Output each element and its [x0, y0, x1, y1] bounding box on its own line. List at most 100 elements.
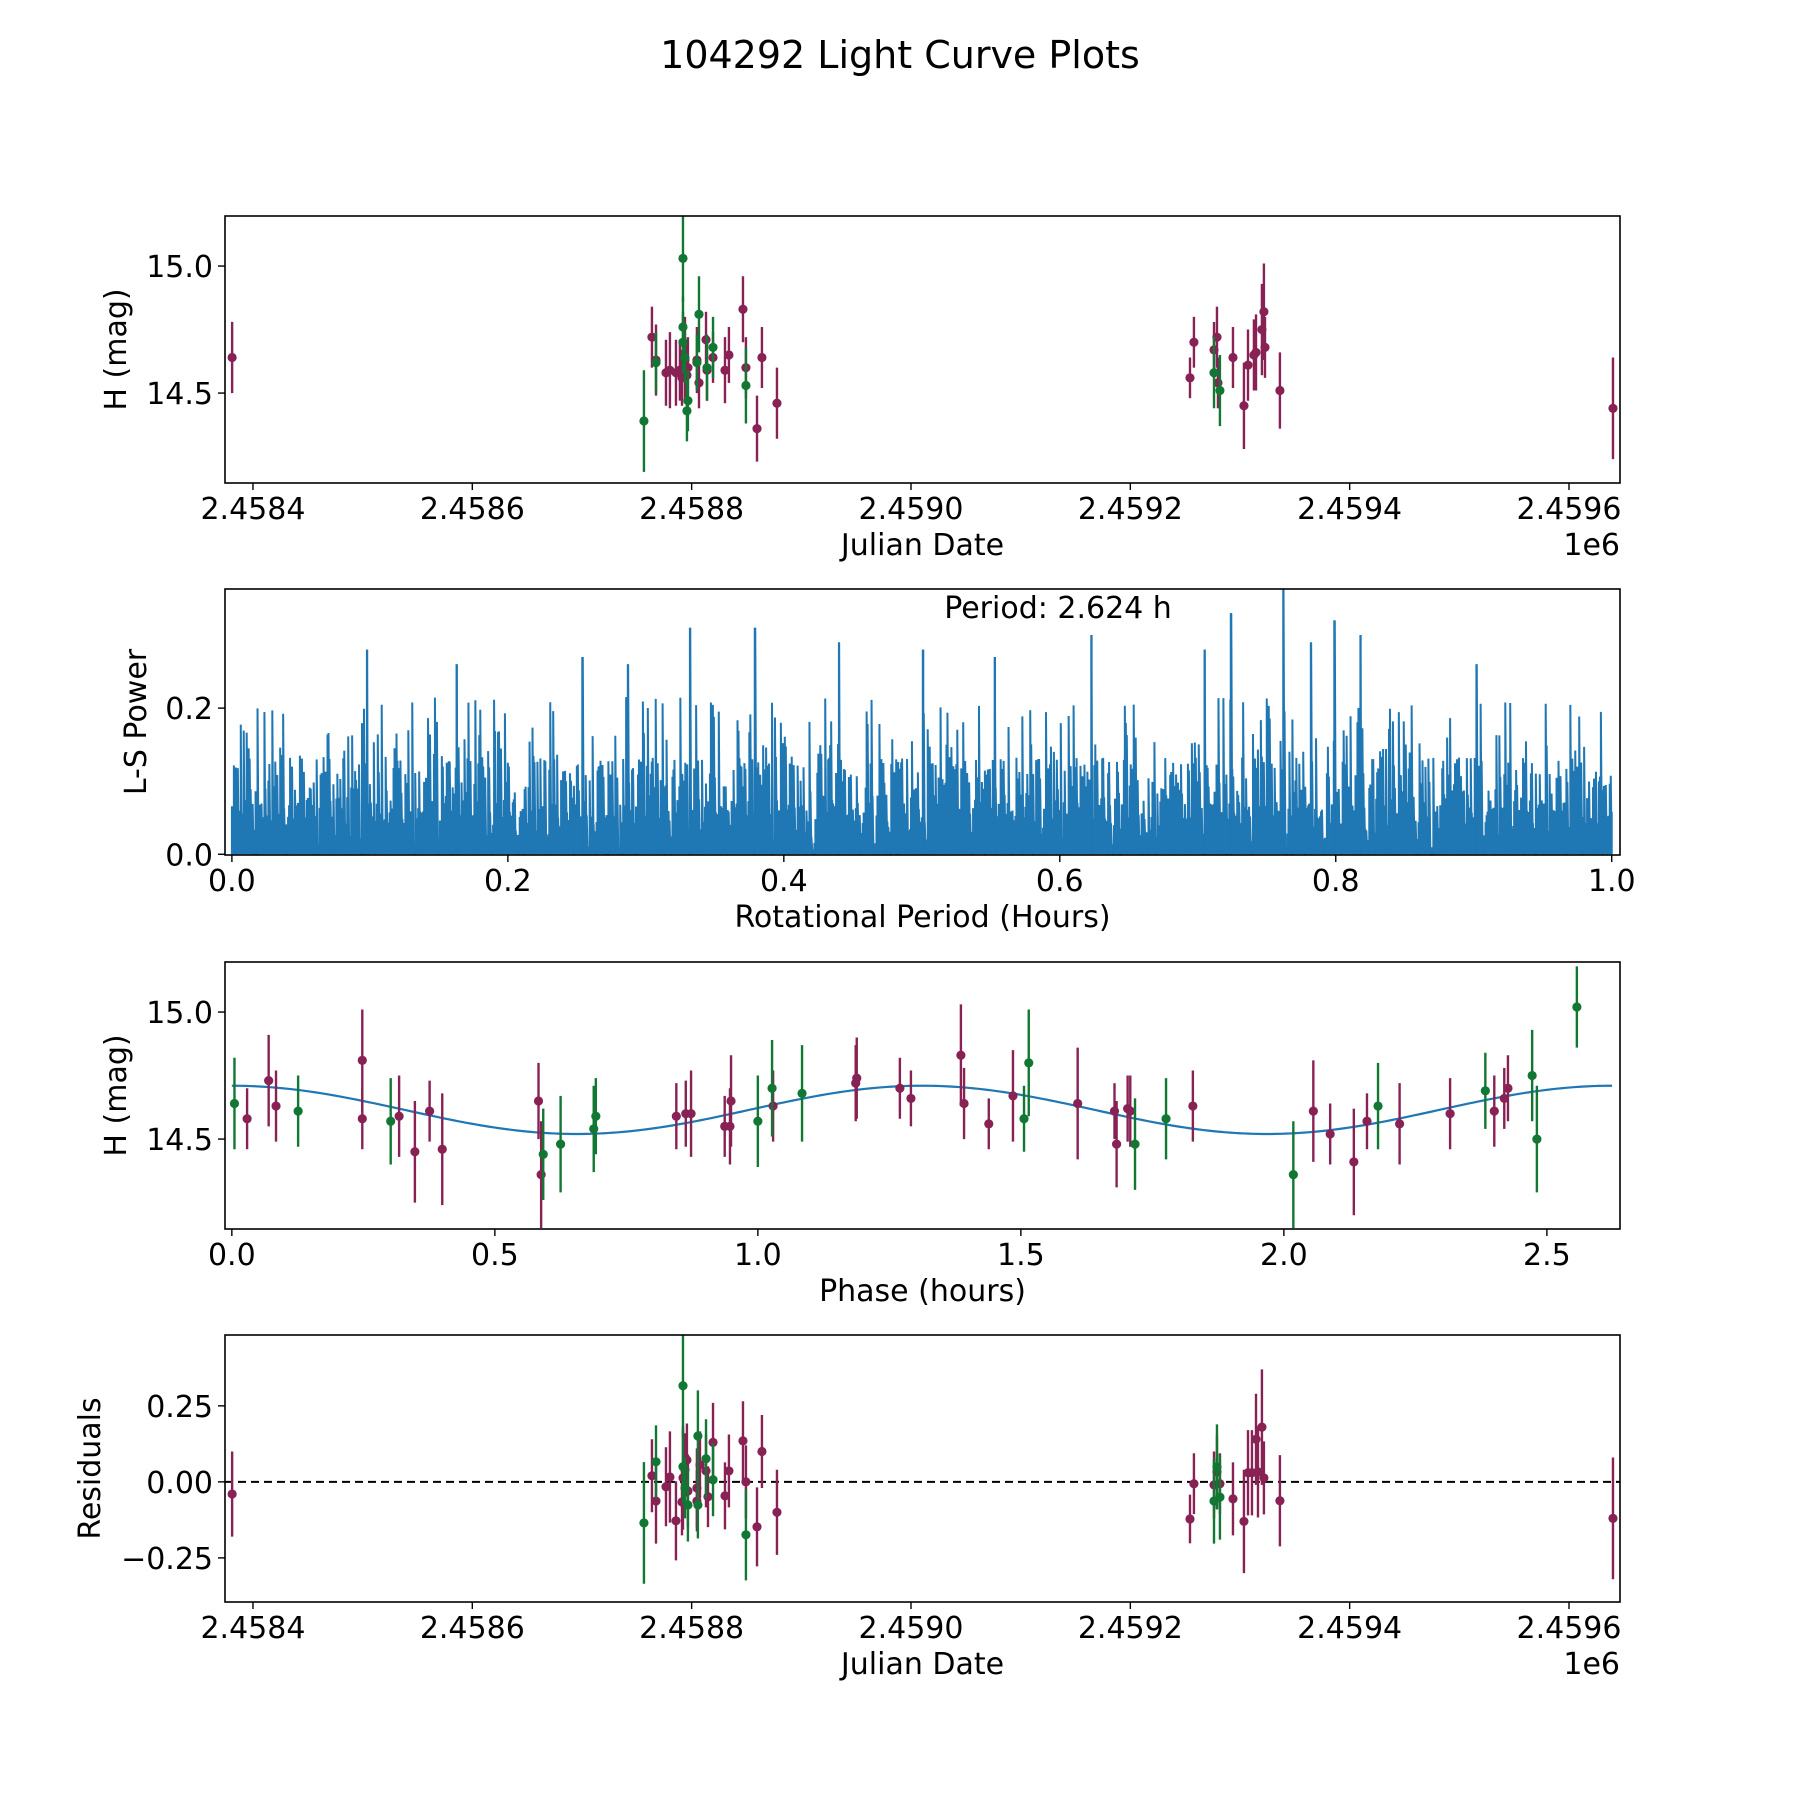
- data-marker: [410, 1147, 420, 1157]
- data-point-band-a: [1008, 1050, 1018, 1142]
- data-point-band-a: [394, 1075, 404, 1157]
- data-point-band-a: [264, 1034, 274, 1127]
- x-tick-label: 1.5: [997, 1238, 1045, 1273]
- data-marker: [1325, 1129, 1335, 1139]
- data-point-band-b: [1024, 1009, 1034, 1117]
- data-marker: [1019, 1114, 1029, 1124]
- x-axis-label: Rotational Period (Hours): [734, 900, 1110, 935]
- data-point-band-a: [1608, 1457, 1618, 1580]
- data-point-band-b: [683, 1468, 693, 1542]
- y-tick-label: 14.5: [146, 1123, 213, 1158]
- x-tick-label: 2.4588: [639, 1611, 744, 1646]
- data-marker: [264, 1076, 274, 1086]
- y-axis-label: Residuals: [73, 1397, 108, 1539]
- data-marker: [242, 1114, 252, 1124]
- data-point-band-a: [772, 367, 782, 439]
- data-point-band-b: [702, 334, 712, 401]
- x-tick-label: 2.4588: [639, 492, 744, 527]
- data-point-band-a: [1253, 1426, 1263, 1518]
- data-marker: [956, 1050, 966, 1060]
- data-marker: [1125, 1106, 1135, 1116]
- data-marker: [772, 1507, 782, 1517]
- data-point-band-b: [229, 1057, 240, 1150]
- periodogram-panel: Period: 2.624 h 0.0 0.2 0.4 0.6 0.8 1.0 0.0 0.2 R…: [119, 588, 1636, 935]
- x-tick-label: 0.6: [1036, 864, 1084, 899]
- data-marker: [984, 1119, 994, 1129]
- data-marker: [703, 1492, 713, 1502]
- y-tick-label: 0.0: [165, 838, 213, 873]
- data-marker: [767, 1083, 777, 1093]
- data-point-band-a: [227, 1451, 237, 1537]
- x-axis-label: Julian Date: [839, 1647, 1004, 1682]
- data-marker: [1259, 307, 1269, 317]
- data-point-band-a: [1275, 1455, 1285, 1547]
- data-point-band-b: [678, 1335, 688, 1438]
- data-point-band-a: [271, 1070, 281, 1142]
- data-point-band-a: [1349, 1108, 1359, 1216]
- y-axis-label: L-S Power: [119, 648, 154, 795]
- data-marker: [1308, 1106, 1318, 1116]
- residuals-panel: 2.4584 2.4586 2.4588 2.4590 2.4592 2.4594 2.45…: [73, 1334, 1621, 1682]
- data-marker: [708, 1437, 718, 1447]
- data-point-band-b: [694, 276, 704, 353]
- x-tick-label: 2.4590: [858, 1611, 963, 1646]
- data-marker: [1008, 1091, 1018, 1101]
- data-marker: [772, 398, 782, 408]
- x-tick-label: 2.4592: [1078, 492, 1183, 527]
- data-marker: [1215, 385, 1225, 396]
- data-point-band-a: [1228, 327, 1238, 388]
- data-point-band-a: [1185, 357, 1195, 399]
- data-point-band-a: [1489, 1075, 1499, 1147]
- data-marker: [693, 1431, 703, 1441]
- data-point-band-a: [1503, 1055, 1513, 1122]
- x-axis-label: Julian Date: [839, 528, 1004, 563]
- data-point-band-a: [437, 1093, 447, 1206]
- data-marker: [1489, 1106, 1499, 1116]
- data-point-band-b: [1373, 1062, 1383, 1150]
- data-point-band-a: [752, 1487, 762, 1567]
- data-point-band-b: [767, 1039, 777, 1137]
- data-point-band-a: [772, 1469, 782, 1555]
- data-point-band-a: [1189, 1453, 1199, 1515]
- x-tick-label: 0.5: [471, 1238, 519, 1273]
- figure-title: 104292 Light Curve Plots: [660, 33, 1140, 77]
- data-marker: [959, 1098, 969, 1109]
- data-marker: [1480, 1086, 1490, 1096]
- data-marker: [1073, 1098, 1083, 1109]
- data-marker: [1608, 1513, 1618, 1523]
- x-tick-label: 2.4594: [1297, 492, 1402, 527]
- x-tick-label: 2.4586: [420, 1611, 525, 1646]
- data-point-band-b: [797, 1045, 807, 1142]
- data-marker: [724, 350, 734, 360]
- data-marker: [1373, 1101, 1383, 1111]
- x-tick-label: 0.2: [484, 864, 532, 899]
- y-tick-label: −0.25: [121, 1542, 213, 1577]
- data-marker: [694, 309, 704, 319]
- data-marker: [293, 1106, 303, 1116]
- data-point-band-b: [1527, 1029, 1537, 1122]
- data-point-band-b: [651, 332, 661, 394]
- x-offset-label: 1e6: [1563, 528, 1620, 563]
- data-marker: [357, 1055, 367, 1065]
- data-marker: [227, 1489, 237, 1499]
- x-offset-label: 1e6: [1563, 1647, 1620, 1682]
- data-marker: [671, 1111, 681, 1121]
- data-point-band-a: [1125, 1075, 1135, 1147]
- data-point-band-b: [741, 347, 751, 424]
- data-marker: [661, 1482, 671, 1492]
- data-point-band-a: [724, 327, 734, 383]
- data-marker: [741, 1477, 751, 1487]
- data-marker: [680, 352, 690, 363]
- data-marker: [357, 1114, 367, 1124]
- data-point-band-a: [425, 1080, 435, 1142]
- x-tick-label: 2.4594: [1297, 1611, 1402, 1646]
- x-tick-label: 2.4596: [1517, 1611, 1622, 1646]
- data-point-band-a: [533, 1062, 544, 1140]
- data-point-band-a: [1228, 1462, 1238, 1536]
- data-point-band-a: [738, 1401, 748, 1481]
- data-point-band-a: [665, 1431, 675, 1523]
- data-point-band-a: [720, 1462, 730, 1530]
- data-marker: [639, 1518, 649, 1528]
- data-point-band-a: [671, 1083, 681, 1150]
- y-tick-label: 0.25: [146, 1390, 213, 1425]
